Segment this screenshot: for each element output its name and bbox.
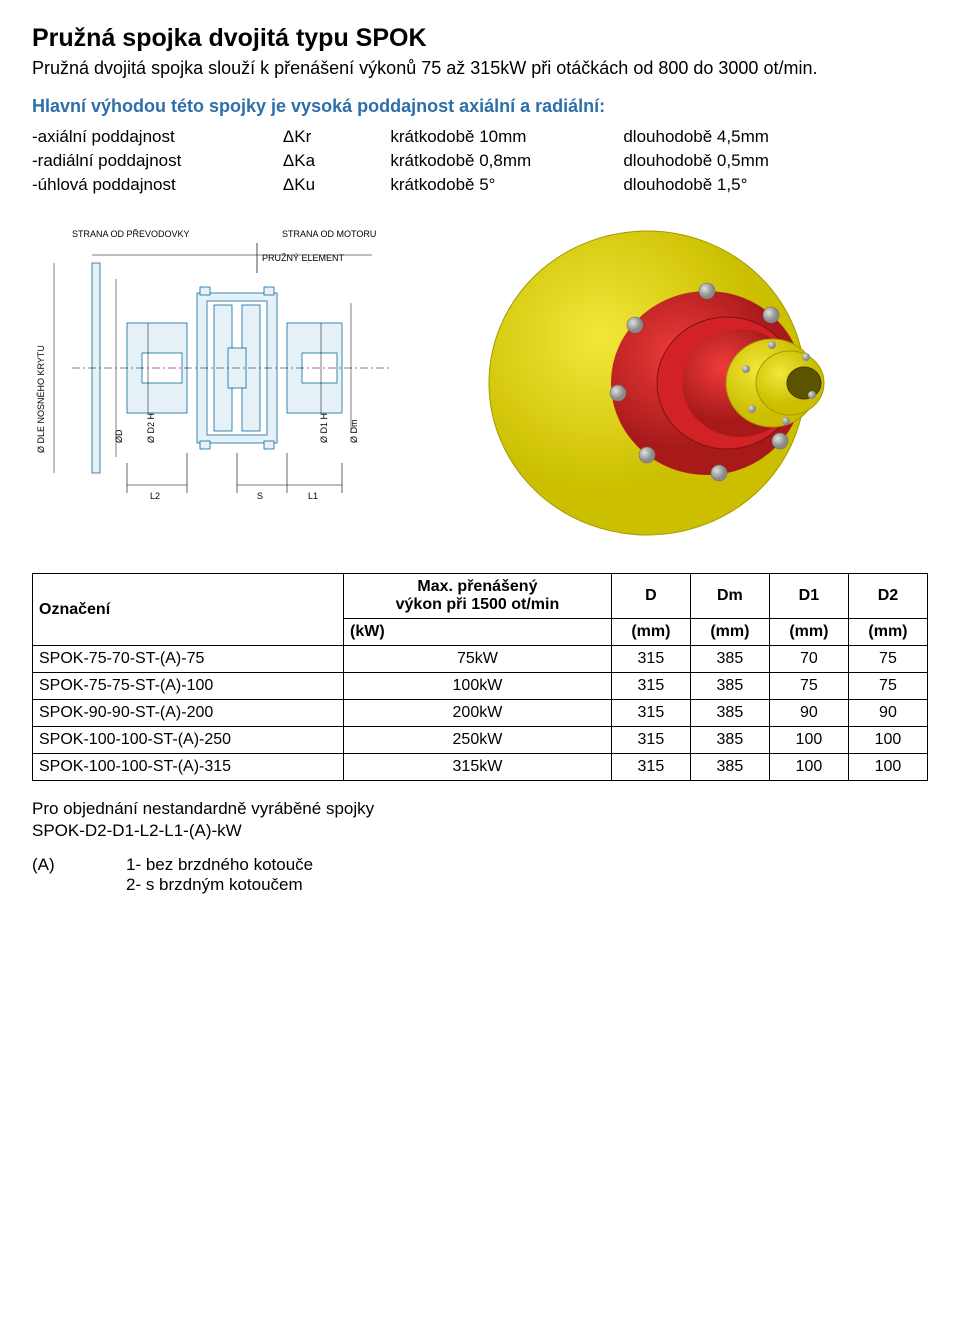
cell-c1: 100kW [344,673,612,700]
svg-text:STRANA OD MOTORU: STRANA OD MOTORU [282,229,376,239]
unit-d1: (mm) [769,619,848,646]
cell-c5: 75 [848,673,927,700]
flex-cell-sym: ΔKa [283,149,391,173]
cell-c1: 75kW [344,646,612,673]
cell-c1: 250kW [344,727,612,754]
svg-text:S: S [257,491,263,501]
col-power-1: Max. přenášený výkon při 1500 ot/min [344,574,612,619]
cell-c2: 315 [611,727,690,754]
svg-text:Ø Dm: Ø Dm [349,420,359,444]
cell-c3: 385 [690,727,769,754]
intro-paragraph: Pružná dvojitá spojka slouží k přenášení… [32,57,928,80]
cell-c4: 75 [769,673,848,700]
table-row: SPOK-100-100-ST-(A)-315315kW315385100100 [33,754,928,781]
cell-c2: 315 [611,646,690,673]
page-title: Pružná spojka dvojitá typu SPOK [32,24,928,53]
flex-cell-long: dlouhodobě 0,5mm [623,149,928,173]
unit-power: (kW) [344,619,612,646]
ordering-text: Pro objednání nestandardně vyráběné spoj… [32,799,928,819]
flex-row: -úhlová poddajnostΔKukrátkodobě 5°dlouho… [32,173,928,197]
col-d1: D1 [769,574,848,619]
col-dm: Dm [690,574,769,619]
flexibility-table: -axiální poddajnostΔKrkrátkodobě 10mmdlo… [32,125,928,197]
cell-c0: SPOK-100-100-ST-(A)-250 [33,727,344,754]
svg-text:L1: L1 [308,491,318,501]
cell-c5: 100 [848,727,927,754]
cell-c2: 315 [611,700,690,727]
ordering-code: SPOK-D2-D1-L2-L1-(A)-kW [32,821,928,841]
col-d: D [611,574,690,619]
flex-cell-short: krátkodobě 0,8mm [390,149,623,173]
svg-text:L2: L2 [150,491,160,501]
figure-row: STRANA OD PŘEVODOVKY STRANA OD MOTORU PR… [32,223,928,543]
svg-text:ØD: ØD [114,429,124,443]
cell-c2: 315 [611,754,690,781]
flex-cell-long: dlouhodobě 1,5° [623,173,928,197]
subheading: Hlavní výhodou této spojky je vysoká pod… [32,96,928,117]
variant-a-label: (A) [32,855,102,895]
table-row: SPOK-75-70-ST-(A)-7575kW3153857075 [33,646,928,673]
col-d2: D2 [848,574,927,619]
cell-c4: 100 [769,754,848,781]
cell-c4: 90 [769,700,848,727]
cell-c5: 100 [848,754,927,781]
technical-drawing: STRANA OD PŘEVODOVKY STRANA OD MOTORU PR… [32,223,452,543]
spec-table: Označení Max. přenášený výkon při 1500 o… [32,573,928,781]
coupling-render [472,223,912,543]
cell-c5: 75 [848,646,927,673]
flex-row: -radiální poddajnostΔKakrátkodobě 0,8mmd… [32,149,928,173]
cell-c0: SPOK-75-70-ST-(A)-75 [33,646,344,673]
cell-c1: 315kW [344,754,612,781]
table-row: SPOK-75-75-ST-(A)-100100kW3153857575 [33,673,928,700]
flex-cell-name: -axiální poddajnost [32,125,283,149]
flex-cell-long: dlouhodobě 4,5mm [623,125,928,149]
flex-cell-sym: ΔKu [283,173,391,197]
cell-c3: 385 [690,700,769,727]
variant-1: 1- bez brzdného kotouče [126,855,313,875]
cell-c5: 90 [848,700,927,727]
flex-cell-sym: ΔKr [283,125,391,149]
cell-c1: 200kW [344,700,612,727]
cell-c0: SPOK-90-90-ST-(A)-200 [33,700,344,727]
svg-text:PRUŽNÝ ELEMENT: PRUŽNÝ ELEMENT [262,253,345,263]
cell-c4: 100 [769,727,848,754]
unit-d: (mm) [611,619,690,646]
cell-c0: SPOK-100-100-ST-(A)-315 [33,754,344,781]
flex-cell-name: -radiální poddajnost [32,149,283,173]
cell-c4: 70 [769,646,848,673]
unit-d2: (mm) [848,619,927,646]
cell-c3: 385 [690,646,769,673]
flex-cell-name: -úhlová poddajnost [32,173,283,197]
table-row: SPOK-90-90-ST-(A)-200200kW3153859090 [33,700,928,727]
table-row: SPOK-100-100-ST-(A)-250250kW315385100100 [33,727,928,754]
flex-cell-short: krátkodobě 5° [390,173,623,197]
variant-legend: (A) 1- bez brzdného kotouče 2- s brzdným… [32,855,928,895]
variant-2: 2- s brzdným kotoučem [126,875,313,895]
flex-cell-short: krátkodobě 10mm [390,125,623,149]
unit-dm: (mm) [690,619,769,646]
cell-c2: 315 [611,673,690,700]
cell-c3: 385 [690,673,769,700]
svg-text:Ø DLE NOSNÉHO KRYTU: Ø DLE NOSNÉHO KRYTU [36,346,46,454]
cell-c3: 385 [690,754,769,781]
col-designation: Označení [33,574,344,646]
ordering-block: Pro objednání nestandardně vyráběné spoj… [32,799,928,895]
flex-row: -axiální poddajnostΔKrkrátkodobě 10mmdlo… [32,125,928,149]
cell-c0: SPOK-75-75-ST-(A)-100 [33,673,344,700]
svg-text:STRANA OD PŘEVODOVKY: STRANA OD PŘEVODOVKY [72,229,190,239]
